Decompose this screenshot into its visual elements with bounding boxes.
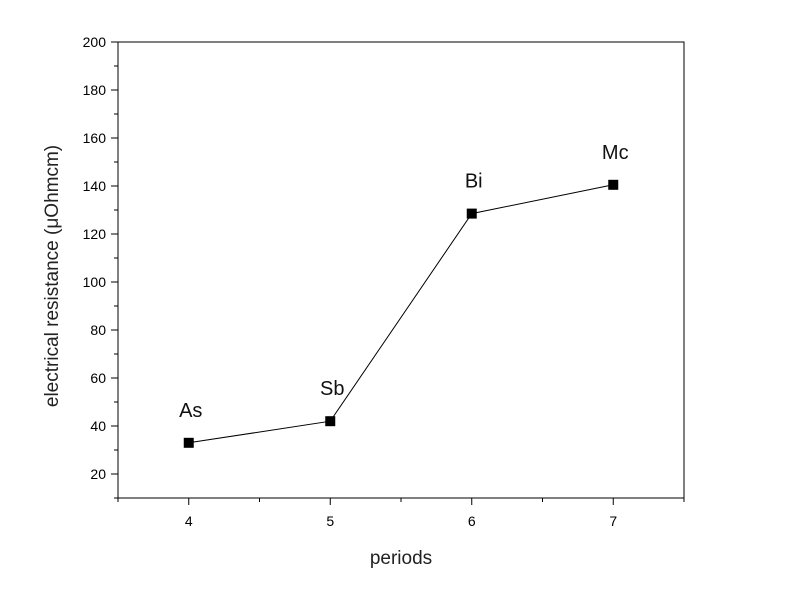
x-tick-label: 5 (326, 513, 334, 529)
x-tick-label: 7 (609, 513, 617, 529)
y-tick-label: 60 (90, 370, 106, 386)
plot-area (117, 41, 685, 499)
series-layer: As Sb Bi Mc (179, 142, 629, 448)
plot-frame (117, 41, 685, 499)
y-tick-label: 40 (90, 418, 106, 434)
data-point-sb (325, 416, 336, 427)
y-tick-label: 80 (90, 322, 106, 338)
data-point-bi (466, 208, 477, 219)
x-tick-label: 6 (468, 513, 476, 529)
point-label-bi: Bi (465, 171, 483, 193)
data-point-mc (608, 179, 619, 190)
x-axis-title: periods (370, 548, 432, 569)
y-tick-label: 20 (90, 466, 106, 482)
y-tick-label: 200 (83, 34, 107, 50)
data-point-as (183, 437, 194, 448)
y-tick-label: 140 (83, 178, 107, 194)
x-axis: 4 5 6 7 (117, 498, 685, 529)
y-tick-label: 160 (83, 130, 107, 146)
series-line (188, 184, 614, 444)
point-label-mc: Mc (602, 142, 629, 164)
point-label-as: As (179, 400, 202, 422)
y-axis: 20 40 60 80 100 120 140 160 180 200 (83, 34, 118, 499)
x-tick-label: 4 (185, 513, 193, 529)
y-tick-label: 100 (83, 274, 107, 290)
y-tick-label: 120 (83, 226, 107, 242)
point-label-sb: Sb (320, 378, 344, 400)
y-tick-label: 180 (83, 82, 107, 98)
y-axis-title: electrical resistance (μOhmcm) (42, 145, 63, 407)
